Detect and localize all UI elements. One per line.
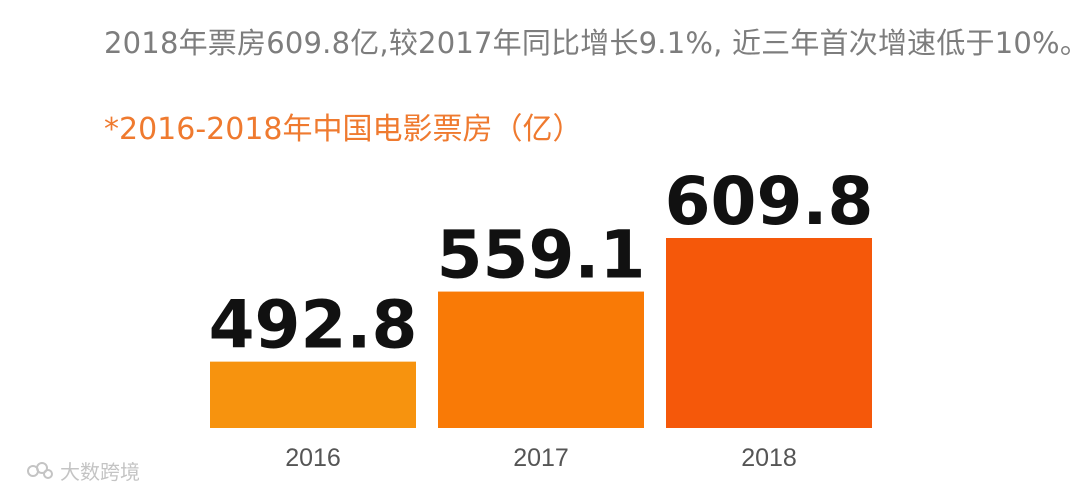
value-label-2018: 609.8 [665,163,874,240]
bar-2017 [438,291,644,428]
watermark-text: 大数跨境 [60,460,140,484]
watermark: 大数跨境 [26,456,140,485]
bar-2018 [666,238,872,428]
chart-title: *2016-2018年中国电影票房（亿） [104,112,583,147]
bar-2016 [210,361,416,428]
x-tick-label-2018: 2018 [741,444,797,472]
x-tick-label-2016: 2016 [285,444,341,472]
value-label-2017: 559.1 [437,217,646,294]
logo-icon [27,461,53,479]
value-label-2016: 492.8 [209,287,418,364]
bars-layer: 492.8 2016 559.1 2017 609.8 2018 [209,163,874,472]
x-tick-label-2017: 2017 [513,444,569,472]
headline: 2018年票房609.8亿,较2017年同比增长9.1%, 近三年首次增速低于1… [104,26,1080,60]
